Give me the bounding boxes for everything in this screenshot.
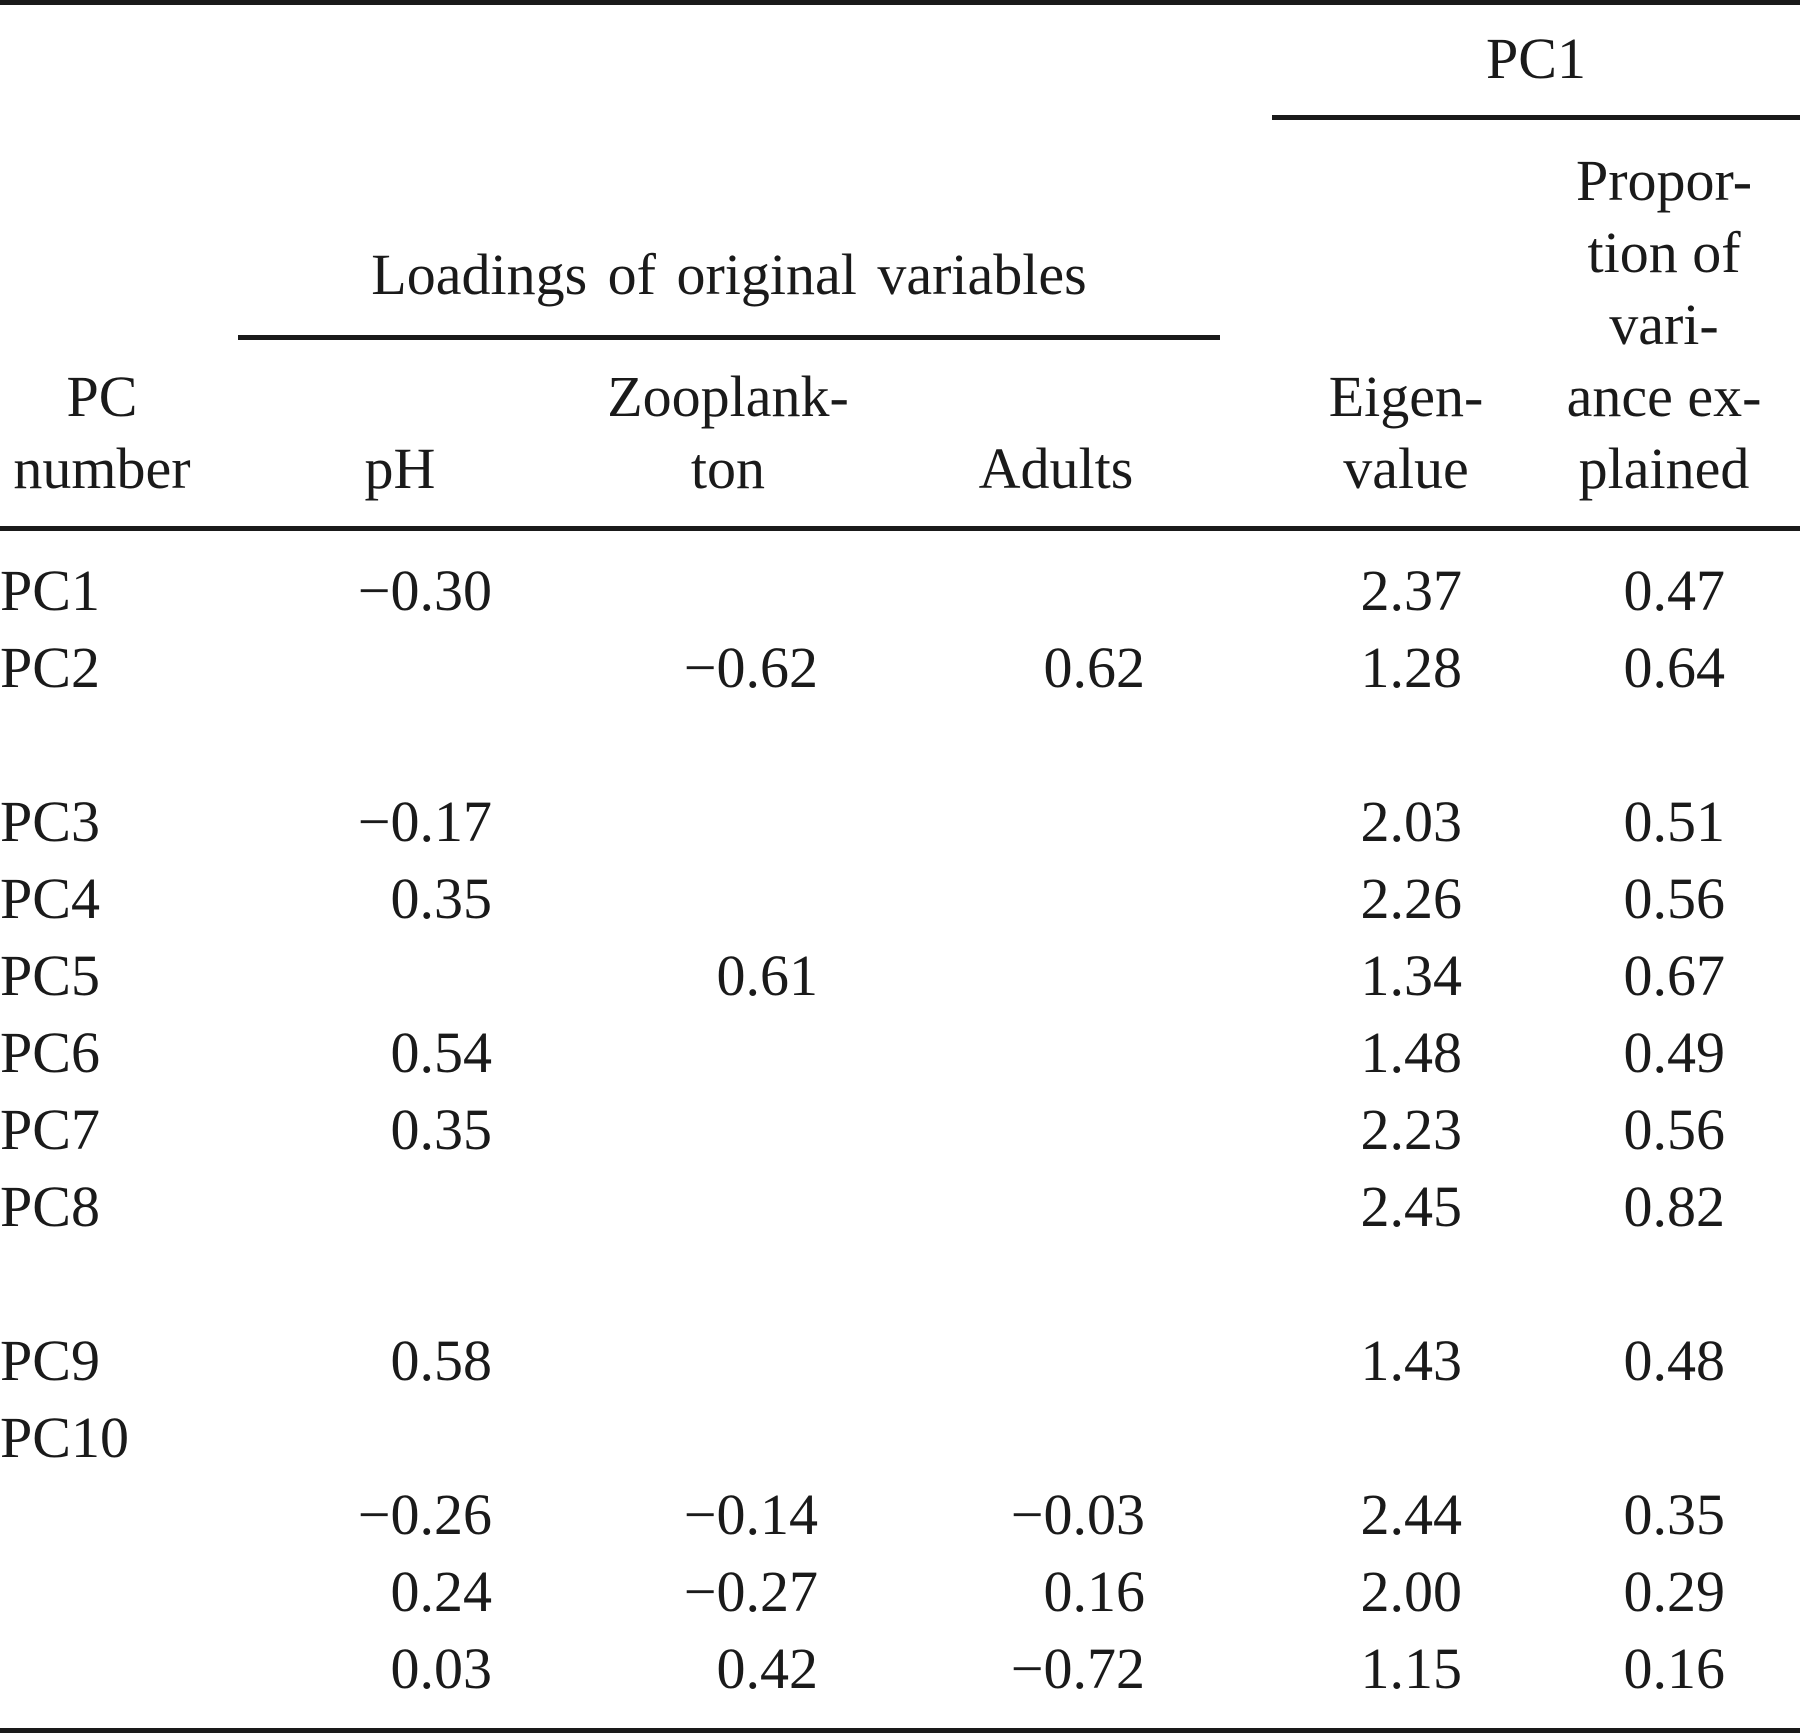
- header-line: vari-: [1609, 292, 1719, 357]
- eigenvalue-cell: 1.48: [1360, 1020, 1463, 1085]
- ph-cell: 0.35: [390, 866, 493, 931]
- header-bottom-rule: [0, 526, 1800, 531]
- ph-cell: 0.54: [390, 1020, 493, 1085]
- header-line: ance ex-: [1566, 364, 1762, 429]
- header-line: Propor-: [1575, 148, 1753, 213]
- proportion-cell: 0.51: [1623, 789, 1726, 854]
- eigenvalue-cell: 2.45: [1360, 1174, 1463, 1239]
- proportion-cell: 0.56: [1623, 1097, 1726, 1162]
- proportion-cell: 0.64: [1623, 635, 1726, 700]
- pc-number-cell: PC10: [0, 1405, 129, 1470]
- pc-number-cell: PC8: [0, 1174, 100, 1239]
- eigenvalue-cell: 1.43: [1360, 1328, 1463, 1393]
- bottom-rule: [0, 1728, 1800, 1733]
- eigenvalue-cell: 2.44: [1360, 1482, 1463, 1547]
- header-line: tion of: [1587, 220, 1741, 285]
- pc1-group-rule: [1272, 115, 1800, 120]
- proportion-cell: 0.35: [1623, 1482, 1726, 1547]
- top-rule: [0, 0, 1800, 5]
- loadings-group-rule: [238, 335, 1220, 340]
- ph-cell: −0.26: [357, 1482, 492, 1547]
- pc-number-cell: PC5: [0, 943, 100, 1008]
- pc-number-cell: PC2: [0, 635, 100, 700]
- adults-cell: 0.62: [1043, 635, 1146, 700]
- eigenvalue-cell: 2.23: [1360, 1097, 1463, 1162]
- eigenvalue-cell: 2.37: [1360, 558, 1463, 623]
- ph-cell: 0.24: [390, 1559, 493, 1624]
- eigenvalue-cell: 1.34: [1360, 943, 1463, 1008]
- proportion-cell: 0.29: [1623, 1559, 1726, 1624]
- header-line: plained: [1578, 436, 1750, 501]
- proportion-cell: 0.47: [1623, 558, 1726, 623]
- proportion-cell: 0.49: [1623, 1020, 1726, 1085]
- ph-cell: −0.17: [357, 789, 492, 854]
- proportion-cell: 0.82: [1623, 1174, 1726, 1239]
- ph-header: pH: [365, 433, 436, 505]
- header-line: ton: [690, 436, 766, 501]
- ph-cell: 0.03: [390, 1636, 493, 1701]
- header-line: PC: [66, 364, 138, 429]
- eigenvalue-cell: 2.03: [1360, 789, 1463, 854]
- eigenvalue-cell: 1.15: [1360, 1636, 1463, 1701]
- ph-cell: 0.58: [390, 1328, 493, 1393]
- adults-cell: −0.72: [1010, 1636, 1145, 1701]
- pc-number-cell: PC7: [0, 1097, 100, 1162]
- pc-number-cell: PC4: [0, 866, 100, 931]
- pc-number-cell: PC3: [0, 789, 100, 854]
- ph-cell: −0.30: [357, 558, 492, 623]
- zooplankton-cell: 0.61: [716, 943, 819, 1008]
- proportion-cell: 0.56: [1623, 866, 1726, 931]
- header-line: Zooplank-: [607, 364, 849, 429]
- ph-cell: 0.35: [390, 1097, 493, 1162]
- zooplankton-cell: 0.42: [716, 1636, 819, 1701]
- loadings-group-header: Loadings of original variables: [371, 242, 1087, 307]
- header-line: pH: [364, 436, 436, 501]
- eigenvalue-cell: 2.00: [1360, 1559, 1463, 1624]
- zooplankton-cell: −0.27: [683, 1559, 818, 1624]
- adults-cell: −0.03: [1010, 1482, 1145, 1547]
- header-line: number: [13, 436, 191, 501]
- zooplankton-cell: −0.14: [683, 1482, 818, 1547]
- proportion-cell: 0.16: [1623, 1636, 1726, 1701]
- zooplankton-header: Zooplank-ton: [607, 361, 849, 505]
- eigenvalue-header: Eigen-value: [1329, 361, 1484, 505]
- pc1-group-header: PC1: [1486, 26, 1586, 91]
- proportion-cell: 0.48: [1623, 1328, 1726, 1393]
- proportion-header: Propor-tion of vari-ance ex-plained: [1567, 145, 1762, 505]
- pc-number-header: PC number: [13, 361, 190, 505]
- header-line: value: [1343, 436, 1469, 501]
- eigenvalue-cell: 2.26: [1360, 866, 1463, 931]
- pc-number-cell: PC9: [0, 1328, 100, 1393]
- pc-number-cell: PC6: [0, 1020, 100, 1085]
- header-line: Adults: [978, 436, 1134, 501]
- proportion-cell: 0.67: [1623, 943, 1726, 1008]
- pc-number-cell: PC1: [0, 558, 100, 623]
- adults-header: Adults: [979, 433, 1134, 505]
- zooplankton-cell: −0.62: [683, 635, 818, 700]
- eigenvalue-cell: 1.28: [1360, 635, 1463, 700]
- adults-cell: 0.16: [1043, 1559, 1146, 1624]
- header-line: Eigen-: [1328, 364, 1484, 429]
